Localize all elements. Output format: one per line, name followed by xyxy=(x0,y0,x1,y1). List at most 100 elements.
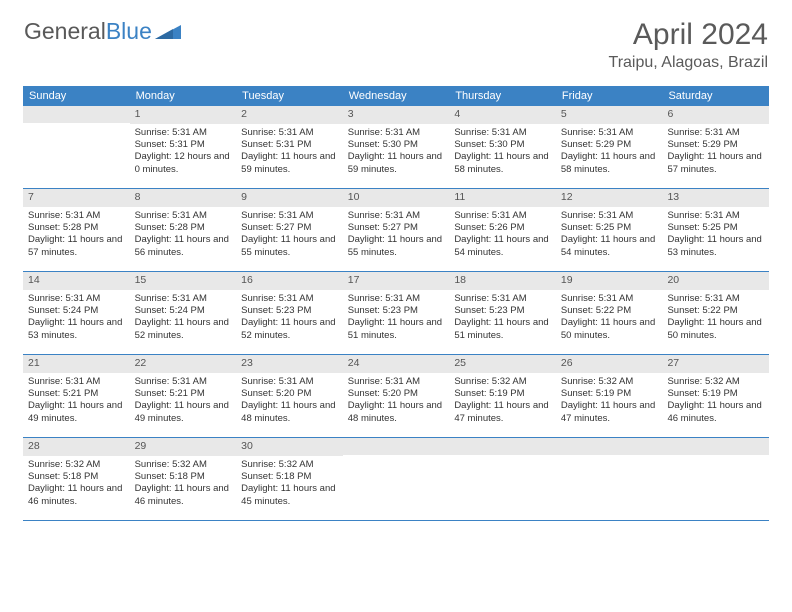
day-number: 27 xyxy=(662,355,769,373)
day-number: 20 xyxy=(662,272,769,290)
day-content: Sunrise: 5:31 AMSunset: 5:25 PMDaylight:… xyxy=(556,207,663,263)
dayhead-thursday: Thursday xyxy=(449,86,556,106)
day-content: Sunrise: 5:31 AMSunset: 5:30 PMDaylight:… xyxy=(449,124,556,180)
sunrise-text: Sunrise: 5:31 AM xyxy=(667,127,764,139)
daylight-text: Daylight: 11 hours and 46 minutes. xyxy=(28,483,125,508)
day-number: 17 xyxy=(343,272,450,290)
day-cell: 28Sunrise: 5:32 AMSunset: 5:18 PMDayligh… xyxy=(23,438,130,520)
day-content: Sunrise: 5:31 AMSunset: 5:22 PMDaylight:… xyxy=(556,290,663,346)
title-block: April 2024 Traipu, Alagoas, Brazil xyxy=(609,18,768,72)
day-cell: 7Sunrise: 5:31 AMSunset: 5:28 PMDaylight… xyxy=(23,189,130,271)
sunrise-text: Sunrise: 5:31 AM xyxy=(241,127,338,139)
dayhead-tuesday: Tuesday xyxy=(236,86,343,106)
sunset-text: Sunset: 5:25 PM xyxy=(667,222,764,234)
day-number: 1 xyxy=(130,106,237,124)
sunrise-text: Sunrise: 5:32 AM xyxy=(135,459,232,471)
day-cell xyxy=(343,438,450,520)
daylight-text: Daylight: 11 hours and 53 minutes. xyxy=(28,317,125,342)
sunrise-text: Sunrise: 5:31 AM xyxy=(241,210,338,222)
daylight-text: Daylight: 11 hours and 55 minutes. xyxy=(348,234,445,259)
day-cell: 25Sunrise: 5:32 AMSunset: 5:19 PMDayligh… xyxy=(449,355,556,437)
sunrise-text: Sunrise: 5:31 AM xyxy=(28,293,125,305)
day-content: Sunrise: 5:31 AMSunset: 5:23 PMDaylight:… xyxy=(236,290,343,346)
sunrise-text: Sunrise: 5:31 AM xyxy=(561,293,658,305)
logo-text1: General xyxy=(24,18,106,45)
daylight-text: Daylight: 11 hours and 55 minutes. xyxy=(241,234,338,259)
sunrise-text: Sunrise: 5:31 AM xyxy=(454,293,551,305)
sunrise-text: Sunrise: 5:32 AM xyxy=(667,376,764,388)
day-number: 12 xyxy=(556,189,663,207)
daylight-text: Daylight: 11 hours and 59 minutes. xyxy=(348,151,445,176)
day-cell xyxy=(662,438,769,520)
sunset-text: Sunset: 5:24 PM xyxy=(28,305,125,317)
daylight-text: Daylight: 11 hours and 46 minutes. xyxy=(135,483,232,508)
dayhead-sunday: Sunday xyxy=(23,86,130,106)
day-content: Sunrise: 5:32 AMSunset: 5:19 PMDaylight:… xyxy=(556,373,663,429)
day-number xyxy=(662,438,769,455)
day-cell: 2Sunrise: 5:31 AMSunset: 5:31 PMDaylight… xyxy=(236,106,343,188)
day-number: 21 xyxy=(23,355,130,373)
sunrise-text: Sunrise: 5:31 AM xyxy=(241,293,338,305)
day-number: 7 xyxy=(23,189,130,207)
day-content: Sunrise: 5:32 AMSunset: 5:19 PMDaylight:… xyxy=(662,373,769,429)
day-cell: 30Sunrise: 5:32 AMSunset: 5:18 PMDayligh… xyxy=(236,438,343,520)
sunrise-text: Sunrise: 5:31 AM xyxy=(28,376,125,388)
day-cell: 20Sunrise: 5:31 AMSunset: 5:22 PMDayligh… xyxy=(662,272,769,354)
sunrise-text: Sunrise: 5:32 AM xyxy=(454,376,551,388)
sunrise-text: Sunrise: 5:31 AM xyxy=(454,210,551,222)
day-number: 16 xyxy=(236,272,343,290)
dayhead-friday: Friday xyxy=(556,86,663,106)
sunrise-text: Sunrise: 5:31 AM xyxy=(667,210,764,222)
day-number: 4 xyxy=(449,106,556,124)
sunrise-text: Sunrise: 5:31 AM xyxy=(561,210,658,222)
sunrise-text: Sunrise: 5:31 AM xyxy=(667,293,764,305)
day-cell: 11Sunrise: 5:31 AMSunset: 5:26 PMDayligh… xyxy=(449,189,556,271)
daylight-text: Daylight: 11 hours and 45 minutes. xyxy=(241,483,338,508)
sunset-text: Sunset: 5:19 PM xyxy=(667,388,764,400)
daylight-text: Daylight: 11 hours and 57 minutes. xyxy=(667,151,764,176)
day-cell: 21Sunrise: 5:31 AMSunset: 5:21 PMDayligh… xyxy=(23,355,130,437)
day-content xyxy=(23,123,130,183)
day-cell: 14Sunrise: 5:31 AMSunset: 5:24 PMDayligh… xyxy=(23,272,130,354)
day-cell: 24Sunrise: 5:31 AMSunset: 5:20 PMDayligh… xyxy=(343,355,450,437)
sunrise-text: Sunrise: 5:31 AM xyxy=(135,376,232,388)
day-cell: 27Sunrise: 5:32 AMSunset: 5:19 PMDayligh… xyxy=(662,355,769,437)
day-cell: 22Sunrise: 5:31 AMSunset: 5:21 PMDayligh… xyxy=(130,355,237,437)
daylight-text: Daylight: 11 hours and 52 minutes. xyxy=(135,317,232,342)
daylight-text: Daylight: 11 hours and 49 minutes. xyxy=(135,400,232,425)
day-number: 2 xyxy=(236,106,343,124)
daylight-text: Daylight: 11 hours and 56 minutes. xyxy=(135,234,232,259)
day-content: Sunrise: 5:31 AMSunset: 5:21 PMDaylight:… xyxy=(130,373,237,429)
daylight-text: Daylight: 11 hours and 54 minutes. xyxy=(561,234,658,259)
day-cell: 23Sunrise: 5:31 AMSunset: 5:20 PMDayligh… xyxy=(236,355,343,437)
daylight-text: Daylight: 11 hours and 58 minutes. xyxy=(454,151,551,176)
sunset-text: Sunset: 5:23 PM xyxy=(454,305,551,317)
sunrise-text: Sunrise: 5:31 AM xyxy=(348,127,445,139)
sunset-text: Sunset: 5:20 PM xyxy=(241,388,338,400)
daylight-text: Daylight: 11 hours and 47 minutes. xyxy=(454,400,551,425)
day-number: 25 xyxy=(449,355,556,373)
sunrise-text: Sunrise: 5:31 AM xyxy=(241,376,338,388)
daylight-text: Daylight: 12 hours and 0 minutes. xyxy=(135,151,232,176)
day-number xyxy=(556,438,663,455)
day-content: Sunrise: 5:31 AMSunset: 5:31 PMDaylight:… xyxy=(236,124,343,180)
day-content: Sunrise: 5:31 AMSunset: 5:20 PMDaylight:… xyxy=(343,373,450,429)
day-content xyxy=(343,455,450,515)
day-cell: 12Sunrise: 5:31 AMSunset: 5:25 PMDayligh… xyxy=(556,189,663,271)
sunrise-text: Sunrise: 5:31 AM xyxy=(454,127,551,139)
day-number: 24 xyxy=(343,355,450,373)
sunrise-text: Sunrise: 5:31 AM xyxy=(348,210,445,222)
day-cell: 29Sunrise: 5:32 AMSunset: 5:18 PMDayligh… xyxy=(130,438,237,520)
day-cell: 9Sunrise: 5:31 AMSunset: 5:27 PMDaylight… xyxy=(236,189,343,271)
day-content: Sunrise: 5:31 AMSunset: 5:26 PMDaylight:… xyxy=(449,207,556,263)
sunset-text: Sunset: 5:31 PM xyxy=(135,139,232,151)
day-content: Sunrise: 5:32 AMSunset: 5:18 PMDaylight:… xyxy=(236,456,343,512)
dayhead-monday: Monday xyxy=(130,86,237,106)
day-number: 11 xyxy=(449,189,556,207)
day-cell: 8Sunrise: 5:31 AMSunset: 5:28 PMDaylight… xyxy=(130,189,237,271)
sunrise-text: Sunrise: 5:32 AM xyxy=(28,459,125,471)
daylight-text: Daylight: 11 hours and 50 minutes. xyxy=(667,317,764,342)
day-number: 8 xyxy=(130,189,237,207)
day-content: Sunrise: 5:31 AMSunset: 5:28 PMDaylight:… xyxy=(130,207,237,263)
sunset-text: Sunset: 5:31 PM xyxy=(241,139,338,151)
